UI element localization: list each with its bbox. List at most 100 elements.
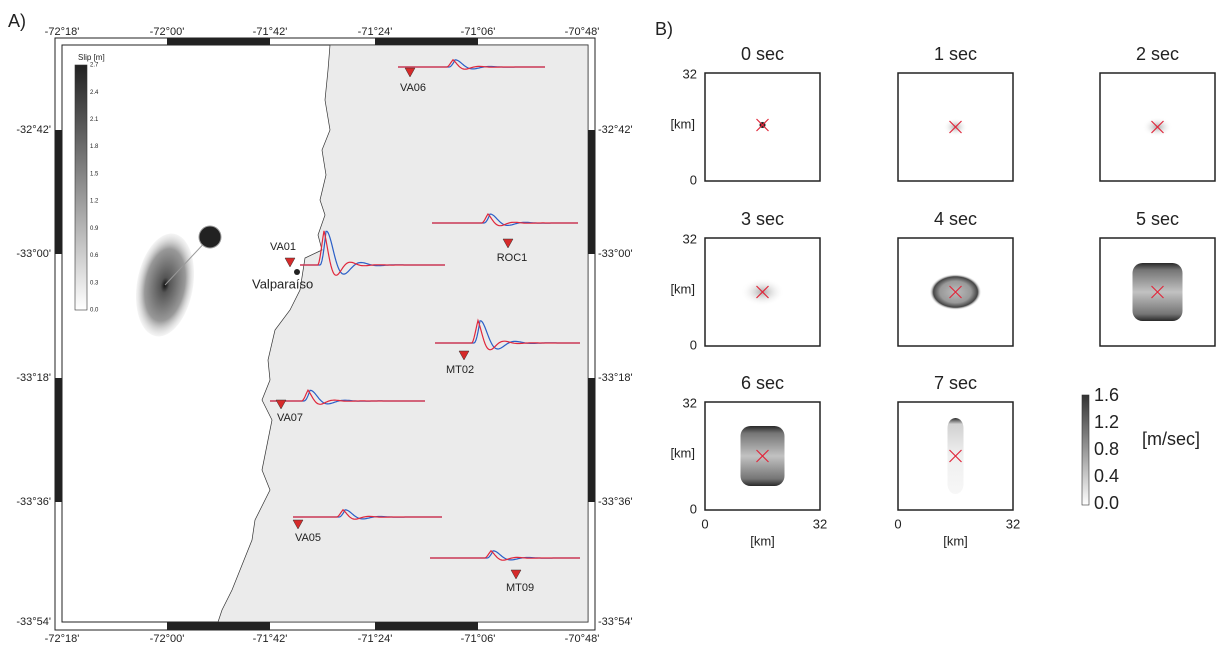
x-axis-max: 32 <box>813 516 827 531</box>
hypocenter <box>1151 120 1164 134</box>
colorbar-tick-label: 2.1 <box>90 117 99 123</box>
colorbar-unit: [m/sec] <box>1142 429 1200 449</box>
colorbar-tick-label: 0.8 <box>1094 439 1119 459</box>
lon-tick-label: -71°06' <box>461 633 496 645</box>
snapshot-title: 0 sec <box>741 44 784 64</box>
y-axis-max: 32 <box>683 66 697 81</box>
x-axis-min: 0 <box>701 516 708 531</box>
station-label: VA01 <box>270 241 296 253</box>
y-axis-min: 0 <box>690 337 697 352</box>
station-marker <box>404 67 416 78</box>
station-marker <box>292 519 304 530</box>
waveform-synthetic <box>432 213 578 227</box>
lat-tick-label: -33°54' <box>16 616 51 628</box>
lon-tick-label: -71°24' <box>358 633 393 645</box>
y-axis-label: [km] <box>670 445 695 460</box>
station-label: ROC1 <box>497 252 528 264</box>
station-marker <box>275 399 287 410</box>
x-axis-label: [km] <box>943 533 968 548</box>
frame-bar <box>167 38 270 45</box>
colorbar-tick-label: 0.6 <box>90 253 99 259</box>
snapshot-title: 6 sec <box>741 373 784 393</box>
waveform-synthetic <box>398 58 545 70</box>
station-marker <box>510 569 522 580</box>
waveform-synthetic <box>430 549 580 561</box>
y-axis-max: 32 <box>683 395 697 410</box>
waveform-synthetic <box>300 230 445 276</box>
hypocenter <box>756 118 769 132</box>
lat-tick-label: -33°00' <box>598 248 633 260</box>
lat-tick-label: -32°42' <box>16 124 51 136</box>
lon-tick-label: -71°24' <box>358 26 393 38</box>
hypocenter <box>1151 285 1164 299</box>
snapshot-title: 3 sec <box>741 209 784 229</box>
snapshot-title: 7 sec <box>934 373 977 393</box>
hypocenter <box>949 449 962 463</box>
snapshot-title: 4 sec <box>934 209 977 229</box>
frame-bar <box>588 130 595 254</box>
lon-tick-label: -72°18' <box>45 26 80 38</box>
colorbar-tick-label: 1.6 <box>1094 385 1119 405</box>
land <box>217 44 589 623</box>
station-label: VA07 <box>277 412 303 424</box>
station-label: MT09 <box>506 582 534 594</box>
hypocenter <box>949 120 962 134</box>
snapshot-title: 5 sec <box>1136 209 1179 229</box>
waveform-synthetic <box>270 389 425 405</box>
colorbar-tick-label: 1.2 <box>1094 412 1119 432</box>
frame-bar <box>55 378 62 502</box>
colorbar-title: Slip [m] <box>78 53 105 62</box>
lon-tick-label: -71°42' <box>253 26 288 38</box>
lon-tick-label: -71°06' <box>461 26 496 38</box>
y-axis-label: [km] <box>670 116 695 131</box>
y-axis-max: 32 <box>683 231 697 246</box>
lon-tick-label: -72°00' <box>150 26 185 38</box>
frame-bar <box>167 622 270 630</box>
lat-tick-label: -33°36' <box>598 496 633 508</box>
lon-tick-label: -70°48' <box>565 26 600 38</box>
y-axis-min: 0 <box>690 501 697 516</box>
colorbar-tick-label: 0.9 <box>90 226 99 232</box>
waveform-synthetic <box>293 508 442 520</box>
velocity-colorbar <box>1081 394 1090 506</box>
hypocenter <box>756 449 769 463</box>
y-axis-min: 0 <box>690 172 697 187</box>
colorbar-tick-label: 2.4 <box>90 90 99 96</box>
slip-colorbar <box>74 64 88 311</box>
colorbar-tick-label: 0.0 <box>90 308 99 314</box>
lon-tick-label: -71°42' <box>253 633 288 645</box>
lat-tick-label: -33°18' <box>598 372 633 384</box>
city-label: Valparaíso <box>252 276 313 291</box>
colorbar-tick-label: 1.8 <box>90 144 99 150</box>
colorbar-tick-label: 0.0 <box>1094 493 1119 513</box>
y-axis-label: [km] <box>670 281 695 296</box>
city-marker <box>294 269 300 275</box>
station-marker <box>458 350 470 361</box>
lat-tick-label: -33°54' <box>598 616 633 628</box>
x-axis-min: 0 <box>894 516 901 531</box>
snapshot-title: 1 sec <box>934 44 977 64</box>
lat-tick-label: -33°18' <box>16 372 51 384</box>
station-marker <box>502 238 514 249</box>
station-label: VA06 <box>400 82 426 94</box>
colorbar-tick-label: 1.2 <box>90 199 99 205</box>
panel-label: B) <box>655 19 673 39</box>
lat-tick-label: -33°36' <box>16 496 51 508</box>
station-marker <box>284 257 296 268</box>
frame-bar <box>375 622 478 630</box>
colorbar-tick-label: 0.3 <box>90 280 99 286</box>
colorbar-tick-label: 0.4 <box>1094 466 1119 486</box>
lat-tick-label: -33°00' <box>16 248 51 260</box>
lat-tick-label: -32°42' <box>598 124 633 136</box>
frame-bar <box>55 130 62 254</box>
lon-tick-label: -72°00' <box>150 633 185 645</box>
x-axis-max: 32 <box>1006 516 1020 531</box>
waveform-synthetic <box>435 318 580 351</box>
station-label: VA05 <box>295 532 321 544</box>
lon-tick-label: -70°48' <box>565 633 600 645</box>
frame-bar <box>588 378 595 502</box>
hypocenter <box>949 285 962 299</box>
snapshot-title: 2 sec <box>1136 44 1179 64</box>
colorbar-tick-label: 2.7 <box>90 63 99 69</box>
